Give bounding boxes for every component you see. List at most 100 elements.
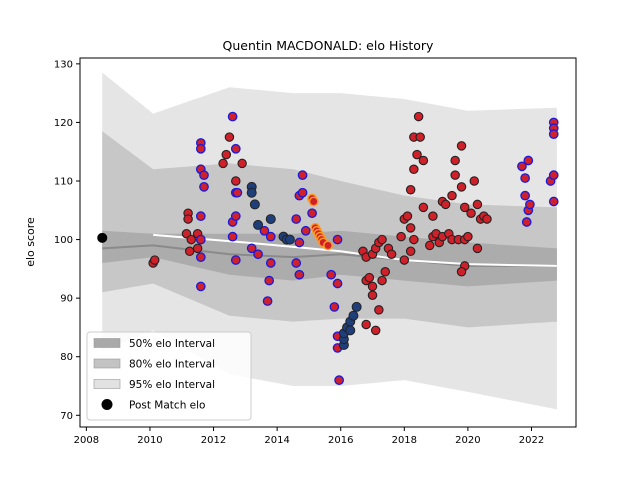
data-point (367, 281, 378, 292)
data-point (440, 199, 451, 210)
data-point (227, 111, 238, 122)
plot-area (97, 72, 559, 410)
x-tick-label: 2008 (74, 435, 99, 446)
y-tick-label: 70 (60, 411, 73, 422)
legend-label: 80% elo Interval (129, 359, 215, 371)
data-point (329, 302, 340, 312)
x-tick-label: 2016 (328, 435, 353, 446)
data-point (466, 208, 476, 218)
data-point (246, 243, 257, 254)
data-point (374, 305, 384, 315)
data-point (386, 249, 397, 259)
data-point (291, 258, 302, 268)
data-point (230, 211, 241, 221)
data-point (370, 325, 381, 336)
data-point (409, 234, 419, 245)
data-point (472, 243, 483, 254)
data-point (199, 170, 209, 180)
data-point (232, 187, 243, 198)
data-point (364, 272, 375, 283)
data-point (482, 214, 492, 224)
data-point (413, 111, 424, 122)
data-point (253, 219, 264, 230)
x-tick-label: 2012 (201, 435, 226, 446)
x-tick-label: 2022 (519, 435, 544, 446)
legend-label: Post Match elo (129, 400, 205, 412)
y-axis-label: elo score (24, 217, 37, 267)
data-point (424, 240, 435, 251)
data-point (456, 182, 467, 192)
data-point (265, 231, 276, 242)
data-point (221, 149, 232, 160)
data-point (184, 246, 195, 257)
data-point (377, 275, 387, 286)
data-point (264, 275, 275, 286)
data-point (97, 232, 108, 243)
data-point (361, 319, 371, 330)
data-point (294, 269, 305, 280)
data-point (297, 170, 308, 180)
data-point (230, 255, 241, 265)
chart-title: Quentin MACDONALD: elo History (223, 38, 434, 53)
legend-swatch (93, 358, 121, 369)
data-point (218, 158, 228, 169)
data-point (149, 255, 160, 265)
data-point (472, 199, 483, 210)
legend-marker (101, 399, 113, 410)
data-point (294, 237, 305, 248)
data-point (246, 187, 257, 198)
x-axis: 2008 2010 2012 2014 2016 2018 2020 2022 (74, 427, 544, 446)
data-point (249, 199, 260, 210)
legend-label: 95% elo Interval (129, 379, 215, 391)
legend-swatch (93, 338, 121, 348)
data-point (548, 170, 559, 180)
data-point (195, 281, 206, 292)
data-point (450, 170, 460, 180)
data-point (405, 185, 416, 195)
data-point (253, 249, 263, 260)
data-point (186, 234, 197, 245)
data-point (447, 190, 457, 201)
data-point (237, 158, 247, 169)
data-point (227, 231, 238, 242)
data-point (409, 164, 419, 175)
data-point (323, 240, 333, 251)
data-point (308, 196, 319, 207)
data-point (520, 190, 530, 201)
data-point (396, 231, 406, 242)
x-tick-label: 2018 (392, 435, 417, 446)
data-point (265, 258, 276, 268)
data-point (428, 211, 438, 221)
mean-elo-line (102, 244, 557, 267)
legend-label: 50% elo Interval (129, 338, 215, 350)
data-point (520, 173, 530, 183)
data-point (284, 234, 295, 245)
data-point (300, 225, 311, 236)
data-point (380, 267, 390, 277)
data-point (195, 143, 206, 154)
data-point (183, 214, 193, 224)
data-point (548, 129, 559, 139)
data-point (307, 208, 317, 219)
data-point (345, 325, 356, 336)
y-tick-label: 110 (54, 177, 73, 188)
data-point (195, 252, 206, 262)
legend: 50% elo Interval 80% elo Interval 95% elo … (86, 331, 252, 421)
plot-frame (79, 57, 577, 428)
data-point (405, 246, 416, 257)
data-point (231, 176, 241, 186)
y-tick-label: 130 (54, 59, 73, 70)
data-point (367, 290, 378, 300)
data-point (195, 234, 206, 245)
data-point (334, 375, 344, 385)
data-point (456, 141, 467, 151)
data-point (326, 269, 337, 280)
data-point (291, 214, 302, 224)
data-point (377, 234, 387, 245)
data-point (262, 296, 273, 306)
y-tick-label: 90 (60, 294, 73, 305)
data-point (517, 161, 527, 172)
data-point (199, 182, 209, 192)
data-point (399, 255, 410, 265)
data-point (418, 155, 429, 166)
